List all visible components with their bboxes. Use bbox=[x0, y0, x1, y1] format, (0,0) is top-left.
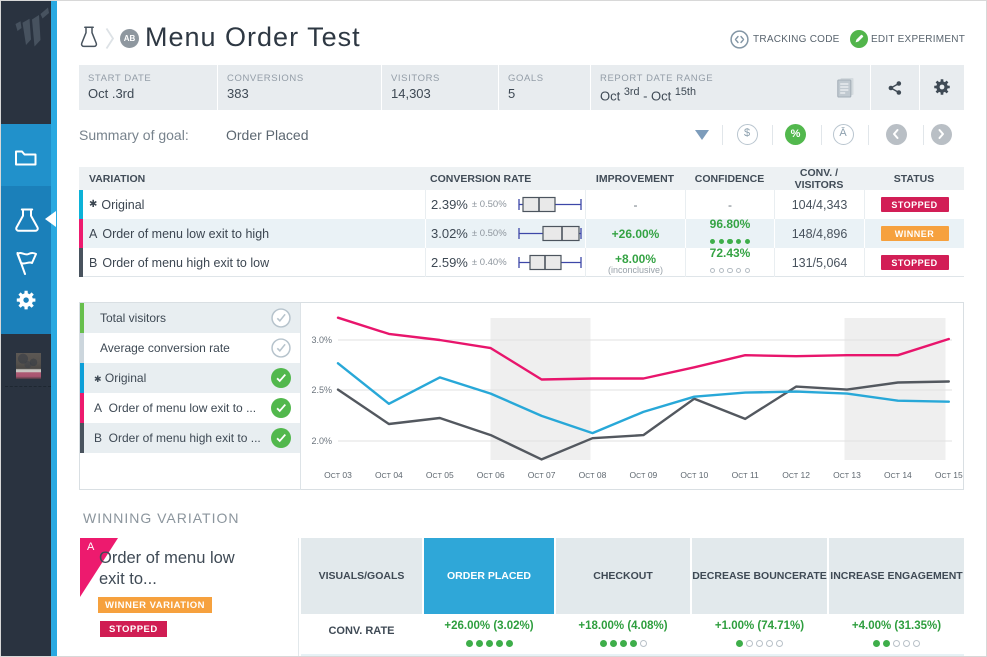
svg-text:OCT 05: OCT 05 bbox=[426, 470, 454, 480]
svg-text:OCT 12: OCT 12 bbox=[782, 470, 810, 480]
svg-text:OCT 08: OCT 08 bbox=[579, 470, 607, 480]
svg-text:OCT 06: OCT 06 bbox=[477, 470, 505, 480]
svg-text:3.0%: 3.0% bbox=[311, 335, 332, 345]
svg-text:OCT 13: OCT 13 bbox=[833, 470, 861, 480]
svg-text:OCT 10: OCT 10 bbox=[680, 470, 708, 480]
svg-text:OCT 14: OCT 14 bbox=[884, 470, 912, 480]
svg-text:OCT 04: OCT 04 bbox=[375, 470, 403, 480]
svg-text:OCT 03: OCT 03 bbox=[324, 470, 352, 480]
svg-text:OCT 09: OCT 09 bbox=[630, 470, 658, 480]
svg-text:2.5%: 2.5% bbox=[311, 385, 332, 395]
svg-text:2.0%: 2.0% bbox=[311, 436, 332, 446]
svg-text:OCT 11: OCT 11 bbox=[732, 470, 759, 480]
svg-text:OCT 07: OCT 07 bbox=[528, 470, 556, 480]
svg-text:OCT 15: OCT 15 bbox=[935, 470, 963, 480]
